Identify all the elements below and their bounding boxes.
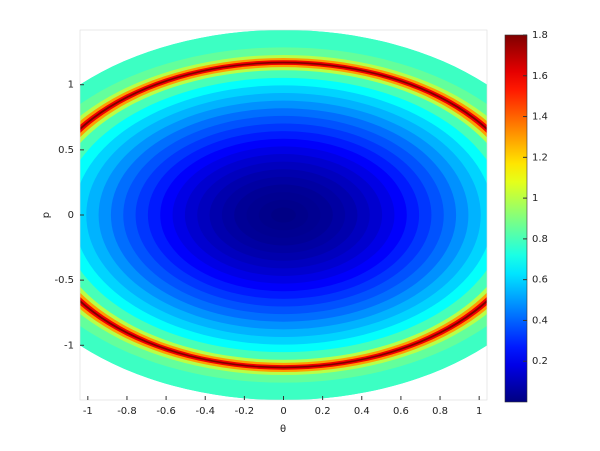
- x-tick-label: 0: [280, 406, 286, 417]
- colorbar-tick-label: 1.8: [532, 30, 548, 41]
- y-tick-label: -0.5: [54, 275, 74, 286]
- x-tick-label: 0.4: [354, 406, 370, 417]
- y-tick-label: 0: [68, 210, 74, 221]
- x-tick-label: 1: [476, 406, 482, 417]
- x-tick-label: -1: [83, 406, 93, 417]
- colorbar-tick-label: 1: [532, 193, 538, 204]
- x-axis-label: θ: [280, 424, 286, 435]
- y-tick-label: -1: [64, 340, 74, 351]
- colorbar-tick-label: 1.2: [532, 152, 548, 163]
- colorbar-tick-label: 0.6: [532, 275, 548, 286]
- x-tick-label: 0.2: [315, 406, 331, 417]
- x-tick-label: -0.8: [117, 406, 137, 417]
- x-tick-label: -0.4: [195, 406, 215, 417]
- colorbar-tick-label: 0.4: [532, 315, 548, 326]
- x-tick-label: -0.6: [156, 406, 176, 417]
- y-tick-label: 0.5: [58, 145, 74, 156]
- x-tick-label: 0.8: [432, 406, 448, 417]
- y-axis-label: p: [41, 212, 52, 218]
- colorbar-tick-label: 0.2: [532, 356, 548, 367]
- contour-band: [271, 207, 296, 223]
- x-tick-label: -0.2: [235, 406, 255, 417]
- colorbar-tick-label: 1.4: [532, 112, 548, 123]
- x-tick-label: 0.6: [393, 406, 409, 417]
- colorbar-tick-label: 1.6: [532, 71, 548, 82]
- colorbar: [504, 34, 528, 403]
- colorbar-tick-label: 0.8: [532, 234, 548, 245]
- y-tick-label: 1: [68, 80, 74, 91]
